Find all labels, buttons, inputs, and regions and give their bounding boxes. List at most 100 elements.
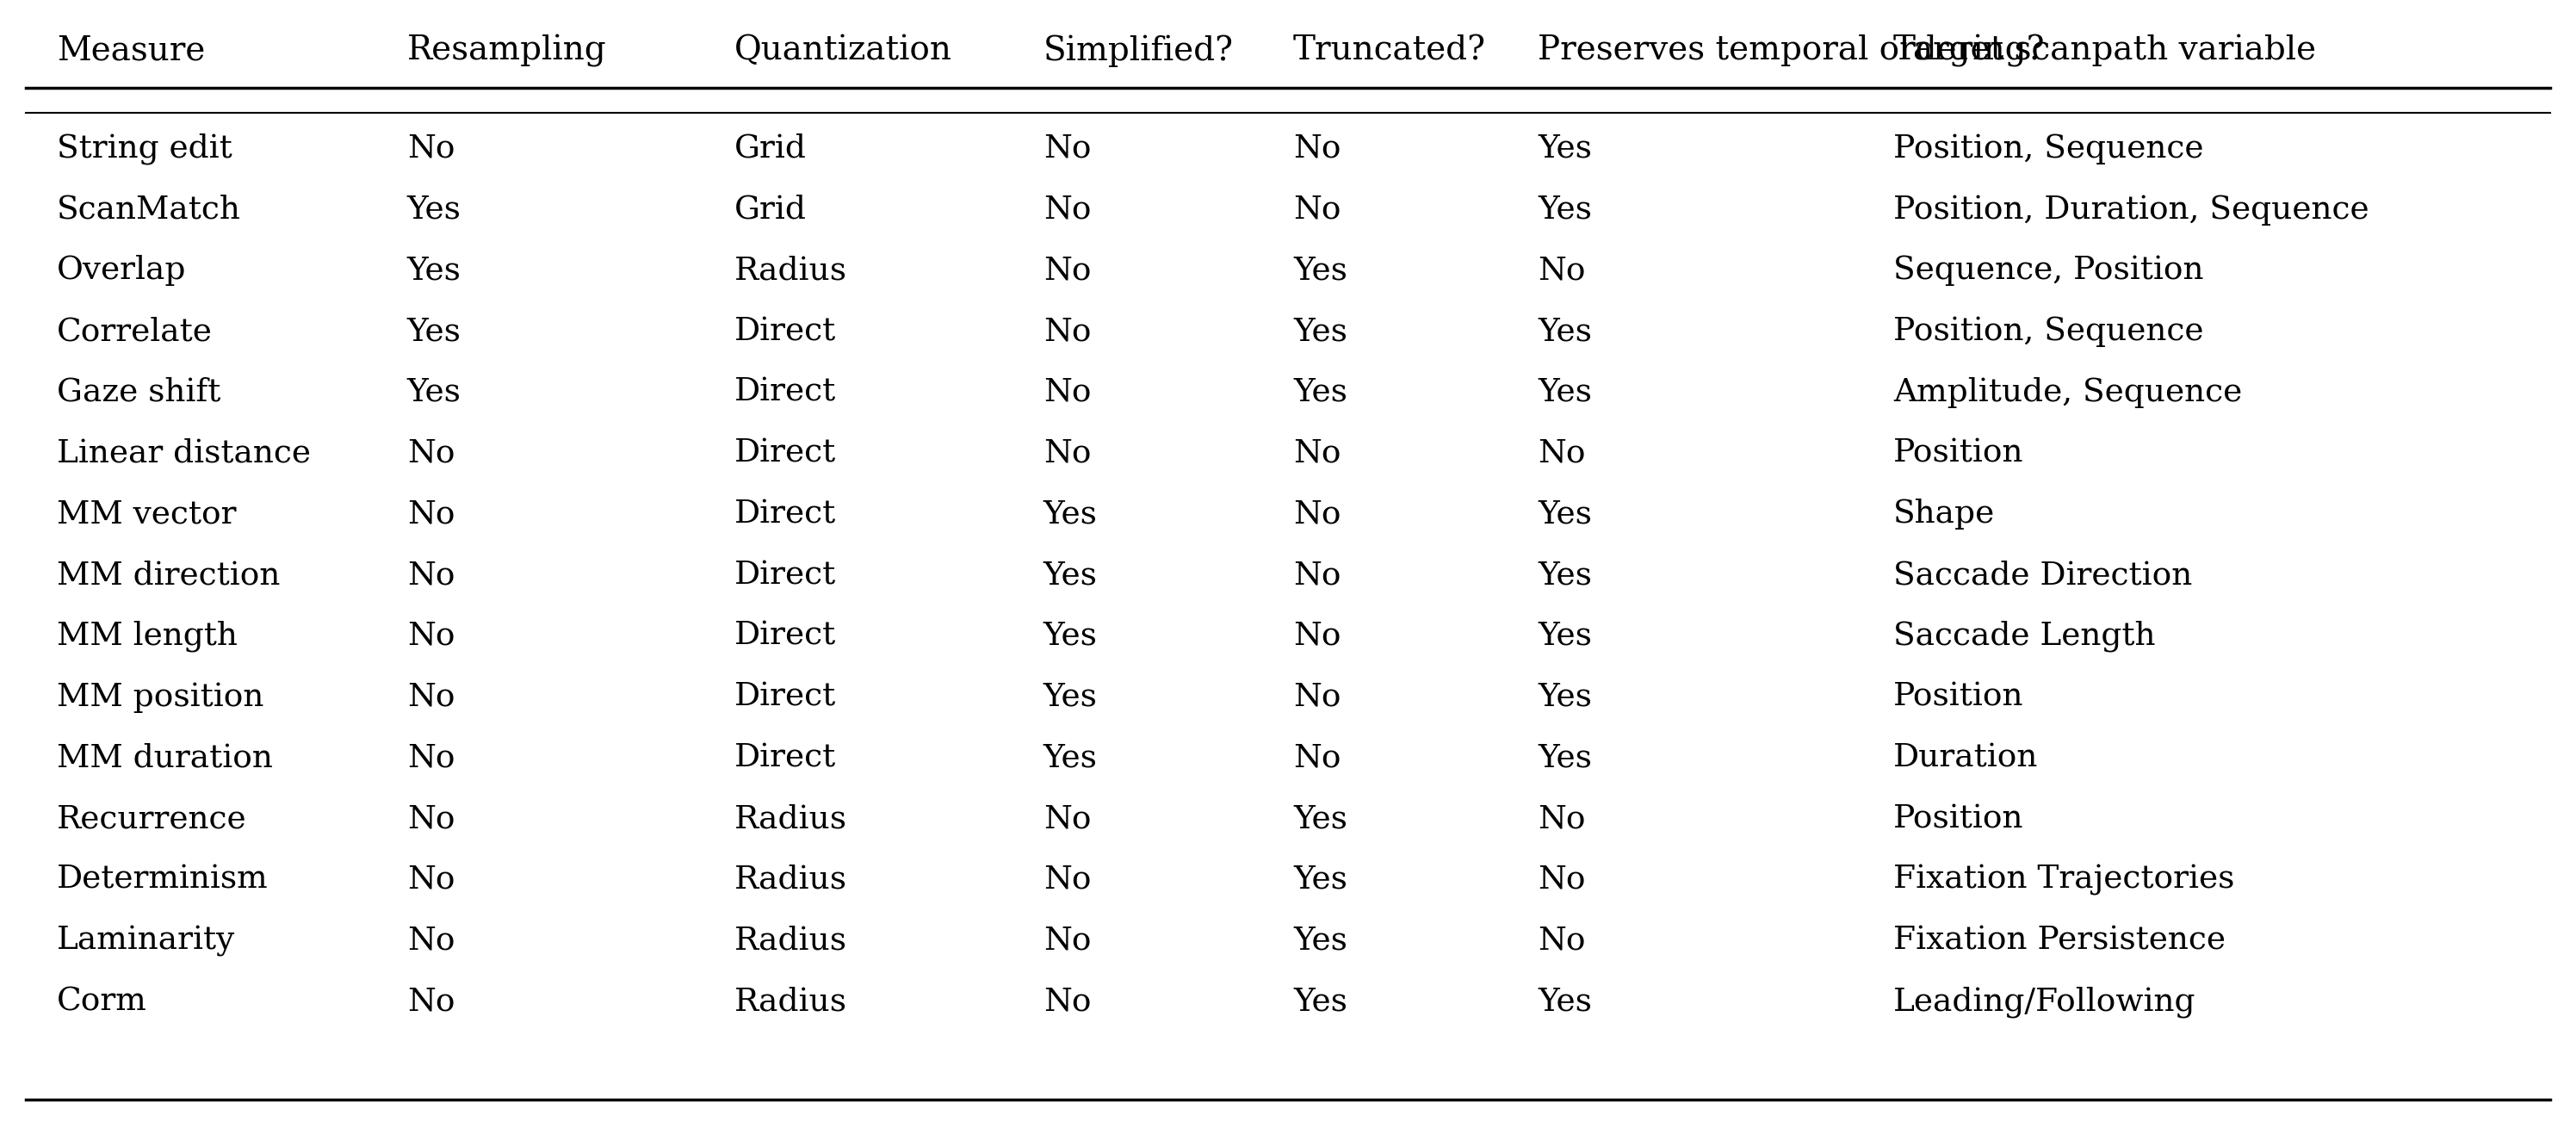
Text: ScanMatch: ScanMatch: [57, 194, 240, 226]
Text: No: No: [1293, 499, 1342, 530]
Text: Yes: Yes: [1293, 986, 1347, 1017]
Text: Sequence, Position: Sequence, Position: [1893, 255, 2202, 287]
Text: No: No: [407, 559, 456, 591]
Text: Grid: Grid: [734, 133, 806, 165]
Text: Position, Sequence: Position, Sequence: [1893, 316, 2202, 347]
Text: Preserves temporal ordering?: Preserves temporal ordering?: [1538, 34, 2045, 68]
Text: No: No: [1293, 194, 1342, 226]
Text: Radius: Radius: [734, 864, 848, 896]
Text: Yes: Yes: [1538, 316, 1592, 347]
Text: No: No: [1538, 864, 1587, 896]
Text: Yes: Yes: [1538, 194, 1592, 226]
Text: MM position: MM position: [57, 681, 263, 713]
Text: Yes: Yes: [1043, 559, 1097, 591]
Text: Position: Position: [1893, 681, 2025, 713]
Text: Yes: Yes: [1538, 499, 1592, 530]
Text: Direct: Direct: [734, 499, 837, 530]
Text: Simplified?: Simplified?: [1043, 35, 1234, 67]
Text: Determinism: Determinism: [57, 864, 268, 896]
Text: Truncated?: Truncated?: [1293, 35, 1486, 67]
Text: Linear distance: Linear distance: [57, 438, 312, 469]
Text: Yes: Yes: [1293, 864, 1347, 896]
Text: No: No: [1043, 986, 1092, 1017]
Text: No: No: [1293, 438, 1342, 469]
Text: No: No: [407, 681, 456, 713]
Text: No: No: [1043, 133, 1092, 165]
Text: No: No: [407, 864, 456, 896]
Text: MM direction: MM direction: [57, 559, 281, 591]
Text: No: No: [1538, 925, 1587, 957]
Text: Yes: Yes: [1538, 377, 1592, 408]
Text: Yes: Yes: [1043, 620, 1097, 652]
Text: Direct: Direct: [734, 742, 837, 774]
Text: No: No: [407, 986, 456, 1017]
Text: Radius: Radius: [734, 803, 848, 835]
Text: Yes: Yes: [407, 316, 461, 347]
Text: Measure: Measure: [57, 35, 206, 67]
Text: Position: Position: [1893, 803, 2025, 835]
Text: No: No: [1293, 681, 1342, 713]
Text: Yes: Yes: [407, 194, 461, 226]
Text: MM duration: MM duration: [57, 742, 273, 774]
Text: Fixation Trajectories: Fixation Trajectories: [1893, 864, 2233, 896]
Text: Yes: Yes: [1293, 255, 1347, 287]
Text: Position: Position: [1893, 438, 2025, 469]
Text: Yes: Yes: [1043, 499, 1097, 530]
Text: Laminarity: Laminarity: [57, 925, 234, 957]
Text: No: No: [407, 925, 456, 957]
Text: No: No: [1043, 316, 1092, 347]
Text: Yes: Yes: [1043, 742, 1097, 774]
Text: Yes: Yes: [1043, 681, 1097, 713]
Text: Direct: Direct: [734, 316, 837, 347]
Text: No: No: [1538, 255, 1587, 287]
Text: Fixation Persistence: Fixation Persistence: [1893, 925, 2226, 957]
Text: Position, Duration, Sequence: Position, Duration, Sequence: [1893, 194, 2370, 226]
Text: No: No: [1293, 133, 1342, 165]
Text: No: No: [407, 499, 456, 530]
Text: Radius: Radius: [734, 925, 848, 957]
Text: Direct: Direct: [734, 681, 837, 713]
Text: Yes: Yes: [1293, 925, 1347, 957]
Text: Yes: Yes: [1538, 559, 1592, 591]
Text: No: No: [1043, 194, 1092, 226]
Text: Grid: Grid: [734, 194, 806, 226]
Text: No: No: [1293, 742, 1342, 774]
Text: Target scanpath variable: Target scanpath variable: [1893, 34, 2316, 68]
Text: No: No: [407, 133, 456, 165]
Text: Yes: Yes: [1293, 377, 1347, 408]
Text: Saccade Direction: Saccade Direction: [1893, 559, 2192, 591]
Text: Shape: Shape: [1893, 499, 1996, 530]
Text: String edit: String edit: [57, 133, 232, 165]
Text: Duration: Duration: [1893, 742, 2038, 774]
Text: No: No: [1538, 438, 1587, 469]
Text: Quantization: Quantization: [734, 35, 953, 67]
Text: No: No: [407, 803, 456, 835]
Text: Recurrence: Recurrence: [57, 803, 247, 835]
Text: Yes: Yes: [1538, 986, 1592, 1017]
Text: Yes: Yes: [1293, 316, 1347, 347]
Text: No: No: [1043, 377, 1092, 408]
Text: No: No: [1043, 864, 1092, 896]
Text: Radius: Radius: [734, 255, 848, 287]
Text: Position, Sequence: Position, Sequence: [1893, 133, 2202, 165]
Text: Resampling: Resampling: [407, 34, 605, 68]
Text: No: No: [1043, 438, 1092, 469]
Text: Direct: Direct: [734, 559, 837, 591]
Text: Direct: Direct: [734, 438, 837, 469]
Text: Overlap: Overlap: [57, 255, 185, 287]
Text: Yes: Yes: [407, 377, 461, 408]
Text: MM vector: MM vector: [57, 499, 237, 530]
Text: Yes: Yes: [1538, 681, 1592, 713]
Text: Yes: Yes: [1293, 803, 1347, 835]
Text: No: No: [407, 620, 456, 652]
Text: Saccade Length: Saccade Length: [1893, 620, 2156, 652]
Text: Leading/Following: Leading/Following: [1893, 986, 2195, 1017]
Text: No: No: [1043, 925, 1092, 957]
Text: Radius: Radius: [734, 986, 848, 1017]
Text: Direct: Direct: [734, 377, 837, 408]
Text: No: No: [407, 742, 456, 774]
Text: Correlate: Correlate: [57, 316, 211, 347]
Text: Amplitude, Sequence: Amplitude, Sequence: [1893, 377, 2241, 408]
Text: Yes: Yes: [407, 255, 461, 287]
Text: No: No: [1043, 255, 1092, 287]
